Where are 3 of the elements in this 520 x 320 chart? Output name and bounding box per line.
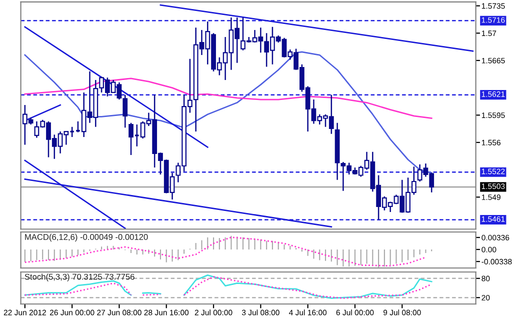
chart-title: MACD(6,12,6) -0.00049 -0.00120	[25, 234, 148, 242]
line-series	[24, 78, 432, 119]
chart-title: Stoch(5,3,3) 70.3125 73.7756	[24, 274, 134, 282]
